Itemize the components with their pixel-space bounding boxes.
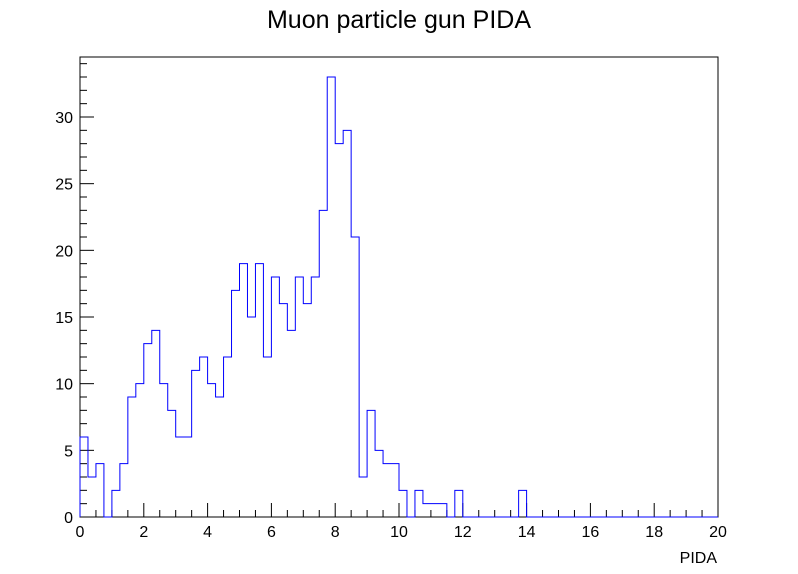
x-tick-label: 4 [203,524,212,541]
x-tick-label: 14 [518,524,536,541]
x-tick-label: 0 [76,524,85,541]
x-tick-label: 2 [139,524,148,541]
plot-frame [79,56,719,518]
x-tick-label: 20 [709,524,727,541]
x-tick-label: 16 [582,524,600,541]
y-tick-label: 20 [55,243,73,260]
histogram-series [79,76,718,518]
x-tick-label: 18 [645,524,663,541]
tick-labels: 0 2 4 6 8 10 12 14 16 18 20 0 5 10 15 20 25 30 [55,110,727,541]
y-tick-label: 0 [64,510,73,527]
y-tick-label: 30 [55,110,73,127]
y-tick-label: 10 [55,377,73,394]
x-tick-label: 12 [454,524,472,541]
axis-ticks [79,63,719,518]
y-tick-label: 25 [55,177,73,194]
chart-title: Muon particle gun PIDA [267,6,531,34]
y-tick-label: 15 [55,310,73,327]
y-tick-label: 5 [64,443,73,460]
x-axis-label: PIDA [680,550,718,567]
x-tick-label: 8 [331,524,340,541]
x-tick-label: 6 [267,524,276,541]
x-tick-label: 10 [390,524,408,541]
